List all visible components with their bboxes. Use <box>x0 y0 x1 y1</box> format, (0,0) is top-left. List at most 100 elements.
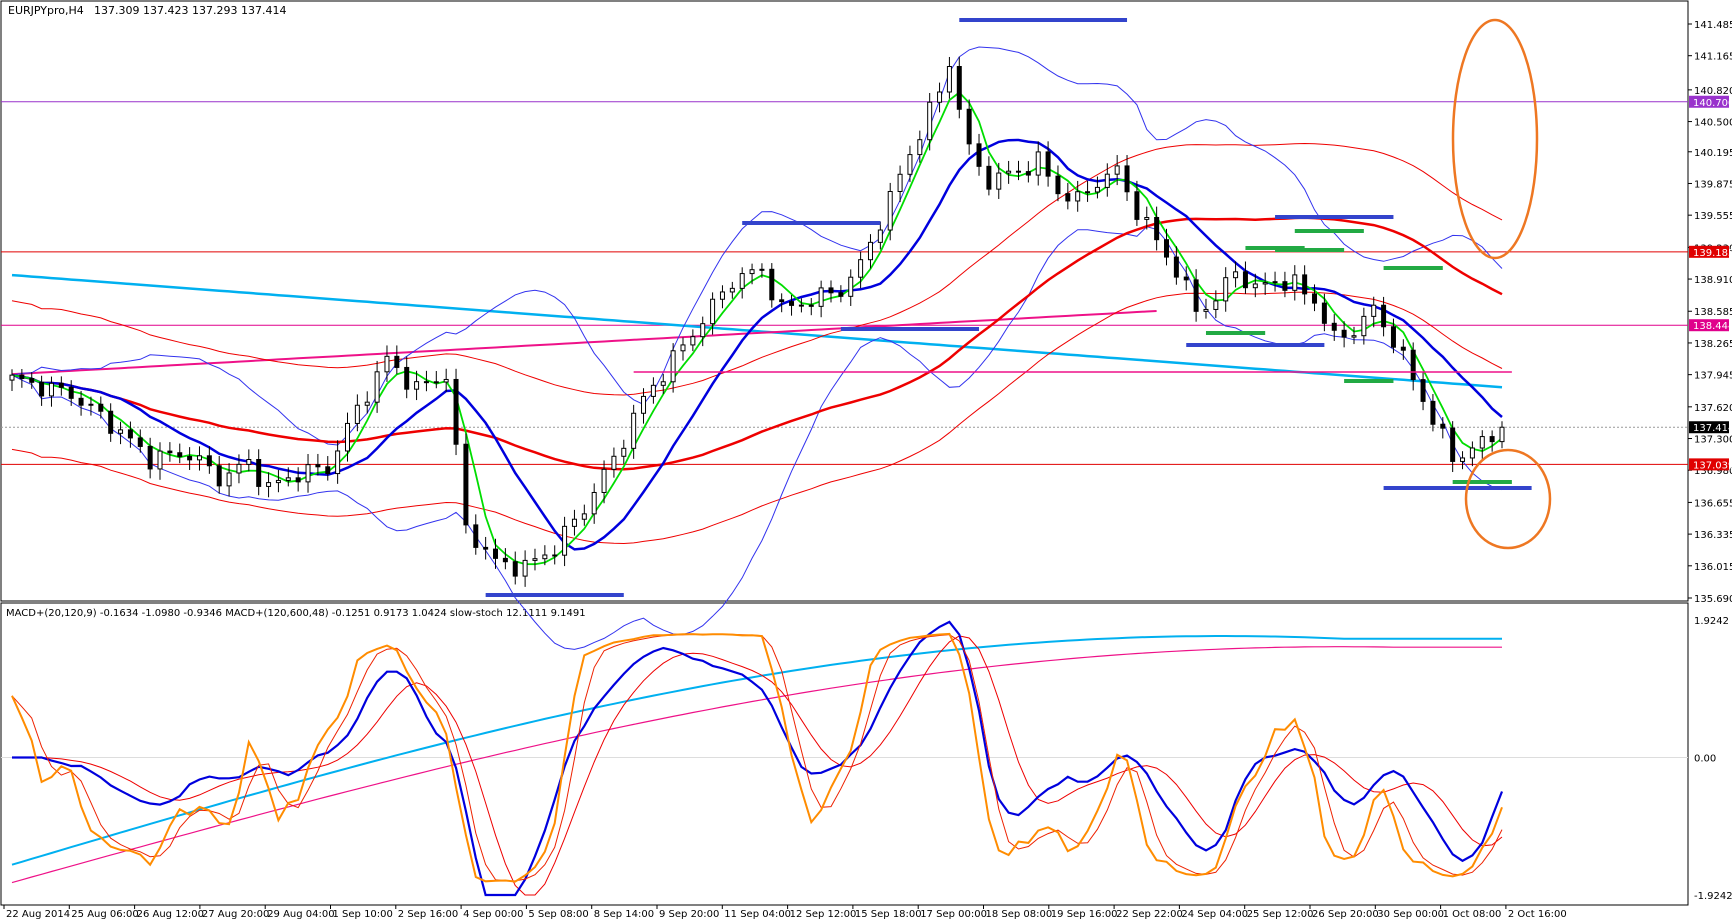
candle-body <box>1489 436 1495 443</box>
candle-body <box>641 395 647 414</box>
candle-body <box>1124 165 1130 193</box>
candle-body <box>1450 427 1456 462</box>
price-tick-label-17: 136.015 <box>1694 562 1732 573</box>
candle-body <box>1075 191 1081 202</box>
candle-body <box>719 291 725 300</box>
candle-body <box>78 397 84 406</box>
candle-body <box>295 477 301 483</box>
candle-body <box>1312 293 1318 304</box>
time-tick-label-11: 11 Sep 04:00 <box>724 909 791 920</box>
candle-body <box>877 229 883 243</box>
candle-body <box>680 344 686 352</box>
candle-body <box>196 455 202 461</box>
candle-body <box>256 459 262 487</box>
candle-body <box>739 273 745 289</box>
current-price-tag-text: 137.414 <box>1693 423 1732 434</box>
candle-body <box>354 404 360 424</box>
candle-body <box>48 382 54 397</box>
candle-body <box>285 477 291 481</box>
candle-body <box>1104 173 1110 188</box>
candle-body <box>266 482 272 487</box>
time-tick-label-0: 22 Aug 2014 <box>6 909 70 920</box>
candle-body <box>779 299 785 303</box>
candle-body <box>404 366 410 390</box>
price-tick-label-14: 136.980 <box>1694 466 1732 477</box>
candle-body <box>325 466 331 475</box>
time-tick-label-13: 15 Sep 18:00 <box>855 909 922 920</box>
candle-body <box>1479 436 1485 449</box>
candle-body <box>552 554 558 557</box>
candle-body <box>1351 335 1357 338</box>
orange-ellipse-bottom <box>1464 448 1552 550</box>
candle-body <box>147 445 153 470</box>
candle-body <box>946 66 952 93</box>
candle-body <box>1430 400 1436 425</box>
candle-body <box>749 269 755 275</box>
bollinger-lower-line <box>11 226 1503 650</box>
time-tick-label-2: 26 Aug 12:00 <box>137 909 204 920</box>
price-tick-label-9: 138.585 <box>1694 307 1732 318</box>
candle-body <box>986 165 992 190</box>
candle-body <box>571 518 577 527</box>
candle-body <box>1262 282 1268 285</box>
ohlc-header: 137.309 137.423 137.293 137.414 <box>94 4 286 17</box>
candle-body <box>611 455 617 470</box>
candle-body <box>1154 216 1160 241</box>
candle-body <box>364 401 370 406</box>
candle-body <box>344 422 350 452</box>
price-tick-label-4: 140.195 <box>1694 148 1732 159</box>
candle-body <box>1144 216 1150 220</box>
candle-body <box>591 491 597 515</box>
candle-body <box>433 381 439 384</box>
candle-body <box>137 437 143 447</box>
time-tick-label-7: 4 Sep 00:00 <box>463 909 523 920</box>
candle-body <box>808 304 814 307</box>
candle-body <box>315 464 321 468</box>
candle-body <box>650 384 656 397</box>
candle-body <box>1390 326 1396 348</box>
candle-body <box>226 472 232 487</box>
candle-body <box>443 378 449 383</box>
candle-body <box>1499 426 1505 443</box>
candle-body <box>621 447 627 457</box>
candle-body <box>305 464 311 483</box>
candle-body <box>1035 151 1041 176</box>
candle-body <box>887 190 893 231</box>
candle-body <box>976 143 982 167</box>
candle-body <box>670 350 676 383</box>
indicator-header: MACD+(20,120,9) -0.1634 -1.0980 -0.9346 … <box>6 608 586 619</box>
indicator-tick-label-2: -1.9242 <box>1694 891 1732 902</box>
candle-body <box>374 371 380 403</box>
candle-body <box>236 463 242 474</box>
level-tag-3 <box>1689 458 1729 471</box>
current-price-tag <box>1689 421 1729 434</box>
price-tick-label-0: 141.485 <box>1694 20 1732 31</box>
time-tick-label-16: 19 Sep 16:00 <box>1051 909 1118 920</box>
candle-body <box>493 548 499 559</box>
candle-body <box>1015 170 1021 173</box>
candle-body <box>118 429 124 434</box>
time-tick-label-1: 25 Aug 06:00 <box>71 909 138 920</box>
candle-body <box>1292 274 1298 291</box>
candle-body <box>1252 283 1258 289</box>
candle-body <box>167 450 173 454</box>
candle-body <box>463 443 469 526</box>
price-tick-label-6: 139.555 <box>1694 211 1732 222</box>
candle-body <box>1460 457 1466 462</box>
candle-body <box>1164 239 1170 258</box>
candle-body <box>937 91 943 103</box>
candle-body <box>68 386 74 399</box>
time-tick-label-18: 24 Sep 04:00 <box>1181 909 1248 920</box>
candle-body <box>1381 304 1387 328</box>
time-tick-label-19: 25 Sep 12:00 <box>1247 909 1314 920</box>
time-tick-label-10: 9 Sep 20:00 <box>659 909 719 920</box>
candle-body <box>966 108 972 145</box>
candle-body <box>275 479 281 484</box>
price-panel-frame <box>0 0 1689 602</box>
time-tick-label-20: 26 Sep 20:00 <box>1312 909 1379 920</box>
price-tick-label-8: 138.910 <box>1694 275 1732 286</box>
candle-body <box>996 172 1002 190</box>
candle-body <box>828 287 834 294</box>
price-tick-label-1: 141.165 <box>1694 52 1732 63</box>
candle-body <box>562 525 568 556</box>
